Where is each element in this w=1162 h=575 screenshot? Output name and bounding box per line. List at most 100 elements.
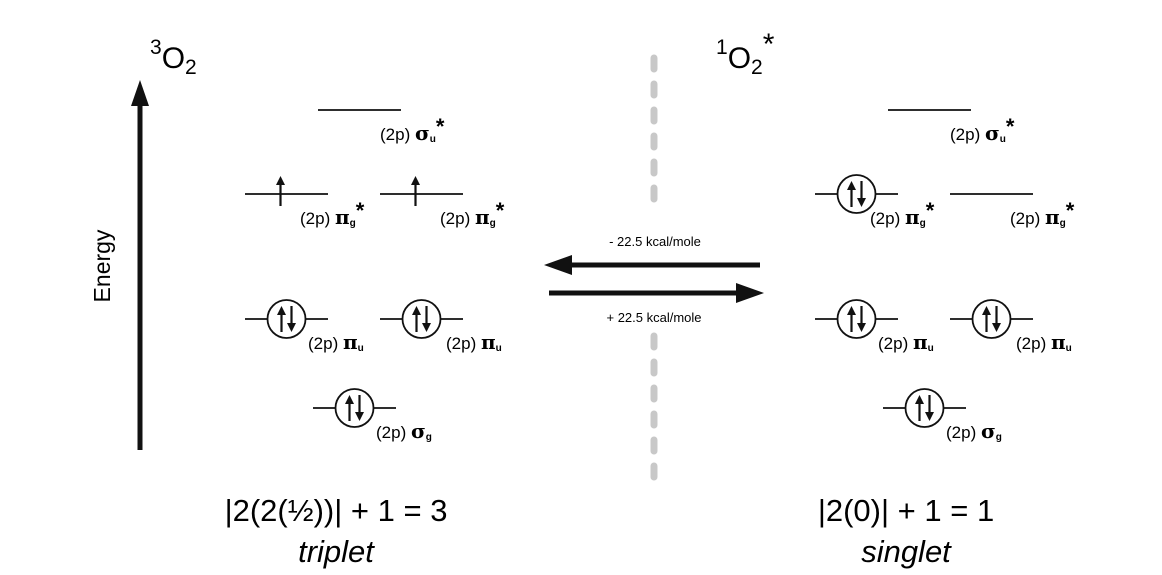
singlet-pi-g-star-right-orbital-label-star: * [1066,198,1075,223]
triplet-pi-u-left-orbital-spin-down-arrow-head [287,323,296,332]
triplet-pi-u-left-orbital-label-greek: π [343,330,358,354]
triplet-sigma-g-orbital-label-prefix: (2p) [376,423,411,442]
singlet-pi-g-star-right-orbital: (2p) πg* [950,193,1075,229]
triplet-pi-u-left-orbital-label-prefix: (2p) [308,334,343,353]
triplet-multiplicity: triplet [298,534,375,569]
triplet-sigma-g-orbital-label-sub: g [426,432,432,443]
triplet-sigma-g-orbital-spin-down-arrow-head [355,412,364,421]
triplet-species-sub: 2 [185,56,197,79]
singlet-pi-g-star-right-orbital-label-greek: π [1045,205,1060,229]
singlet-pi-g-star-left-orbital-label-star: * [926,198,935,223]
triplet-pi-u-right-orbital-spin-down-arrow-head [422,323,431,332]
triplet-pi-u-left-orbital-spin-up-arrow-head [277,306,286,315]
singlet-pi-u-right-orbital: (2p) πu [950,299,1072,354]
triplet-pi-g-star-right-orbital-spin-up-arrow-head [411,176,420,185]
transition-arrows: - 22.5 kcal/mole + 22.5 kcal/mole [544,234,764,325]
triplet-species-main: O [162,42,185,75]
singlet-pi-g-star-left-orbital-spin-up-arrow-head [847,181,856,190]
singlet-pi-u-right-orbital-spin-down-arrow-head [992,323,1001,332]
reverse-transition-label: - 22.5 kcal/mole [609,234,701,249]
energy-axis-arrowhead [131,80,149,106]
singlet-sigma-g-orbital-label-greek: σ [981,419,996,443]
singlet-sigma-g-orbital-pair-circle [904,388,945,428]
singlet-species-sub: 2 [751,56,763,79]
triplet-species-title: 3O2 [150,36,197,79]
singlet-sigma-u-star-orbital-label: (2p) σu* [950,114,1015,145]
singlet-sigma-g-orbital-spin-up-arrow-head [915,395,924,404]
singlet-sigma-g-orbital-label-sub: g [996,432,1002,443]
triplet-pi-u-right-orbital-label-greek: π [481,330,496,354]
singlet-sigma-g-orbital-spin-down-arrow-head [925,412,934,421]
singlet-multiplicity: singlet [861,534,952,569]
triplet-pi-u-left-orbital-label-sub: u [358,343,364,354]
triplet-pi-g-star-right-orbital-label-prefix: (2p) [440,209,475,228]
triplet-pi-g-star-left-orbital-label-sub: g [350,218,356,229]
singlet-species-star: * [763,28,775,61]
triplet-sigma-g-orbital-spin-up-arrow-head [345,395,354,404]
reverse-arrow-head [544,255,572,275]
singlet-pi-u-right-orbital-label-sub: u [1066,343,1072,354]
singlet-pi-u-left-orbital-label-sub: u [928,343,934,354]
singlet-formula: |2(0)| + 1 = 1 [818,493,994,528]
triplet-formula: |2(2(½))| + 1 = 3 [225,493,448,528]
singlet-sigma-u-star-orbital: (2p) σu* [888,109,1015,145]
triplet-orbitals: (2p) σu*(2p) πg* (2p) πg*(2p) πu (2p) πu(2… [245,109,505,443]
triplet-pi-u-right-orbital-label: (2p) πu [446,330,502,354]
triplet-sigma-u-star-orbital: (2p) σu* [318,109,445,145]
singlet-pi-u-right-orbital-label: (2p) πu [1016,330,1072,354]
energy-axis-label: Energy [89,229,115,302]
singlet-pi-u-left-orbital-label-prefix: (2p) [878,334,913,353]
triplet-pi-g-star-right-orbital: (2p) πg* [380,176,505,229]
singlet-pi-u-right-orbital-label-greek: π [1051,330,1066,354]
singlet-pi-u-right-orbital-spin-up-arrow-head [982,306,991,315]
singlet-sigma-g-orbital: (2p) σg [883,388,1002,443]
singlet-sigma-u-star-orbital-label-star: * [1006,114,1015,139]
singlet-pi-g-star-left-orbital-label-greek: π [905,205,920,229]
triplet-pi-g-star-right-orbital-label: (2p) πg* [440,198,505,229]
triplet-pi-u-left-orbital-pair-circle [266,299,307,339]
singlet-pi-g-star-left-orbital-label-sub: g [920,218,926,229]
singlet-orbitals: (2p) σu*(2p) πg* (2p) πg*(2p) πu (2p) πu(2… [815,109,1075,443]
triplet-sigma-u-star-orbital-label-prefix: (2p) [380,125,415,144]
singlet-pi-g-star-left-orbital-label-prefix: (2p) [870,209,905,228]
triplet-pi-g-star-left-orbital-label-prefix: (2p) [300,209,335,228]
singlet-pi-u-left-orbital-pair-circle [836,299,877,339]
triplet-pi-g-star-left-orbital-label: (2p) πg* [300,198,365,229]
triplet-sigma-g-orbital: (2p) σg [313,388,432,443]
singlet-species-main: O [728,42,751,75]
singlet-pi-u-left-orbital-label: (2p) πu [878,330,934,354]
triplet-pi-g-star-right-orbital-label-greek: π [475,205,490,229]
triplet-pi-g-star-left-orbital: (2p) πg* [245,176,365,229]
singlet-pi-g-star-right-orbital-label-prefix: (2p) [1010,209,1045,228]
singlet-pi-g-star-right-orbital-label: (2p) πg* [1010,198,1075,229]
triplet-pi-u-left-orbital: (2p) πu [245,299,364,354]
singlet-pi-u-right-orbital-pair-circle [971,299,1012,339]
singlet-pi-u-left-orbital: (2p) πu [815,299,934,354]
triplet-pi-g-star-left-orbital-label-greek: π [335,205,350,229]
singlet-sigma-u-star-orbital-label-greek: σ [985,121,1000,145]
triplet-pi-g-star-left-orbital-spin-up-arrow-head [276,176,285,185]
singlet-sigma-g-orbital-label-prefix: (2p) [946,423,981,442]
singlet-pi-u-left-orbital-spin-up-arrow-head [847,306,856,315]
triplet-pi-u-right-orbital-label-prefix: (2p) [446,334,481,353]
triplet-pi-u-right-orbital-label-sub: u [496,343,502,354]
triplet-pi-g-star-right-orbital-label-star: * [496,198,505,223]
triplet-pi-g-star-left-orbital-label-star: * [356,198,365,223]
triplet-pi-g-star-right-orbital-label-sub: g [490,218,496,229]
singlet-pi-g-star-left-orbital-spin-down-arrow-head [857,198,866,207]
singlet-species-sup: 1 [716,36,728,59]
singlet-pi-g-star-right-orbital-label-sub: g [1060,218,1066,229]
center-divider [650,54,658,482]
triplet-sigma-g-orbital-label-greek: σ [411,419,426,443]
triplet-sigma-g-orbital-pair-circle [334,388,375,428]
triplet-sigma-g-orbital-label: (2p) σg [376,419,432,443]
forward-transition-label: + 22.5 kcal/mole [606,310,701,325]
triplet-sigma-u-star-orbital-label-greek: σ [415,121,430,145]
singlet-sigma-u-star-orbital-label-sub: u [1000,134,1006,145]
singlet-pi-u-left-orbital-label-greek: π [913,330,928,354]
singlet-pi-u-right-orbital-label-prefix: (2p) [1016,334,1051,353]
triplet-sigma-u-star-orbital-label-star: * [436,114,445,139]
triplet-pi-u-right-orbital-pair-circle [401,299,442,339]
singlet-pi-g-star-left-orbital: (2p) πg* [815,174,935,229]
